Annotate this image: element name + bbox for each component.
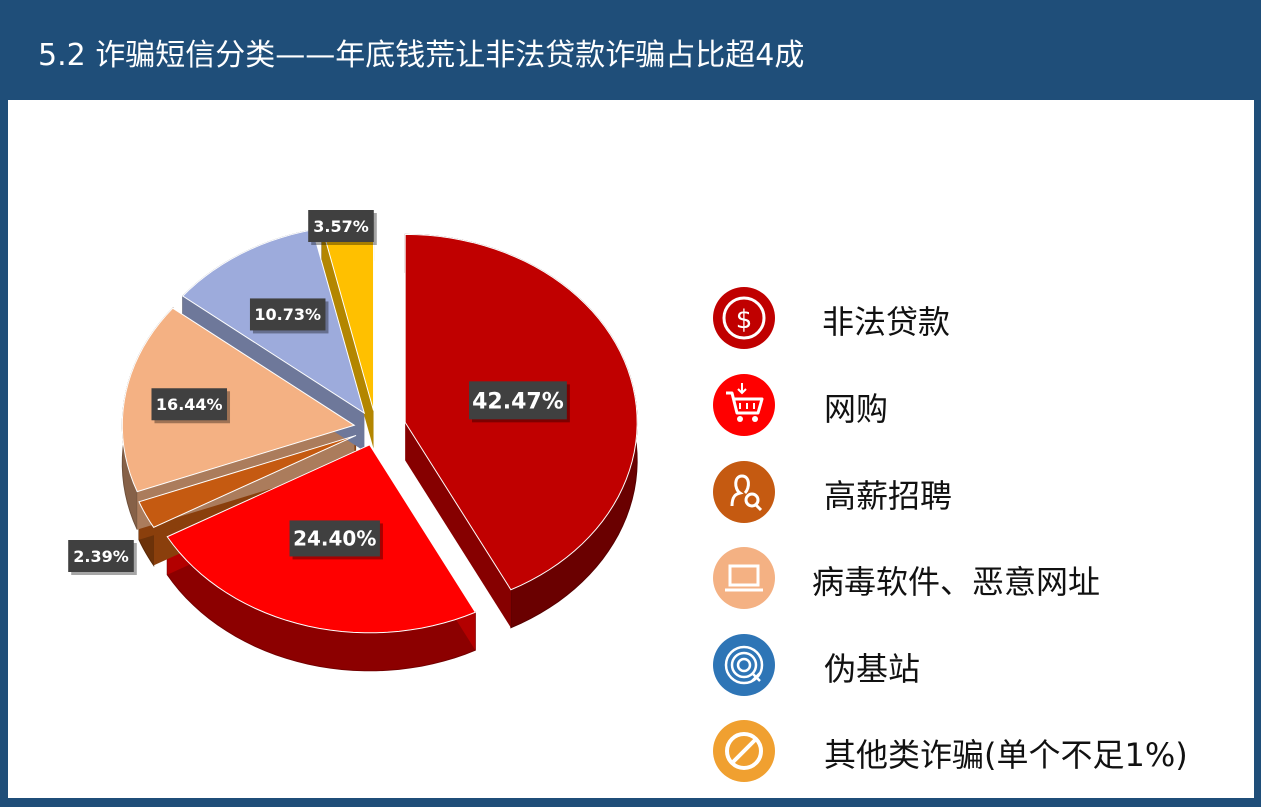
- data-label: 42.47%: [469, 381, 570, 423]
- signal-target-icon: [713, 634, 775, 696]
- legend-item-illegal-loan: $ 非法贷款: [712, 286, 1232, 350]
- svg-text:$: $: [736, 305, 753, 335]
- shopping-cart-icon: [713, 374, 775, 436]
- legend-label: 高薪招聘: [824, 477, 953, 515]
- pie-slice: [138, 434, 357, 528]
- data-label: 24.40%: [289, 520, 383, 560]
- svg-text:3.57%: 3.57%: [313, 217, 369, 236]
- content-panel: 42.47% 24.40% 2.39% 16.44% 10.73% 3.57% $ 非法贷…: [8, 100, 1254, 798]
- svg-text:24.40%: 24.40%: [293, 527, 376, 551]
- header-bar: 5.2 诈骗短信分类——年底钱荒让非法贷款诈骗占比超4成: [0, 0, 1261, 100]
- page-title: 5.2 诈骗短信分类——年底钱荒让非法贷款诈骗占比超4成: [38, 38, 805, 73]
- svg-text:10.73%: 10.73%: [254, 305, 321, 324]
- pie-slice-face: [405, 422, 511, 628]
- svg-text:16.44%: 16.44%: [156, 395, 223, 414]
- legend-label: 非法贷款: [822, 303, 951, 341]
- data-label: 10.73%: [249, 298, 329, 334]
- pie-chart: 42.47% 24.40% 2.39% 16.44% 10.73% 3.57%: [68, 210, 638, 672]
- dollar-icon: $: [713, 287, 775, 349]
- legend-label: 网购: [824, 390, 889, 428]
- data-label: 16.44%: [151, 388, 231, 424]
- legend-label: 病毒软件、恶意网址: [812, 563, 1101, 601]
- legend-label: 伪基站: [824, 650, 921, 688]
- legend-item-fake-base-station: 伪基站: [712, 633, 1232, 697]
- legend-label: 其他类诈骗(单个不足1%): [824, 736, 1188, 774]
- pie-slice-face: [321, 227, 374, 449]
- svg-text:42.47%: 42.47%: [472, 389, 564, 414]
- pie-slice: [121, 307, 356, 493]
- legend-item-online-shopping: 网购: [712, 373, 1232, 437]
- legend-item-other-fraud: 其他类诈骗(单个不足1%): [712, 719, 1232, 783]
- legend-item-recruitment: 高薪招聘: [712, 460, 1232, 524]
- legend-item-malware: 病毒软件、恶意网址: [712, 546, 1232, 610]
- laptop-icon: [713, 547, 775, 609]
- data-label: 2.39%: [68, 540, 137, 575]
- person-search-icon: [713, 461, 775, 523]
- data-label: 3.57%: [308, 210, 377, 245]
- svg-text:2.39%: 2.39%: [73, 547, 129, 566]
- prohibited-icon: [713, 720, 775, 782]
